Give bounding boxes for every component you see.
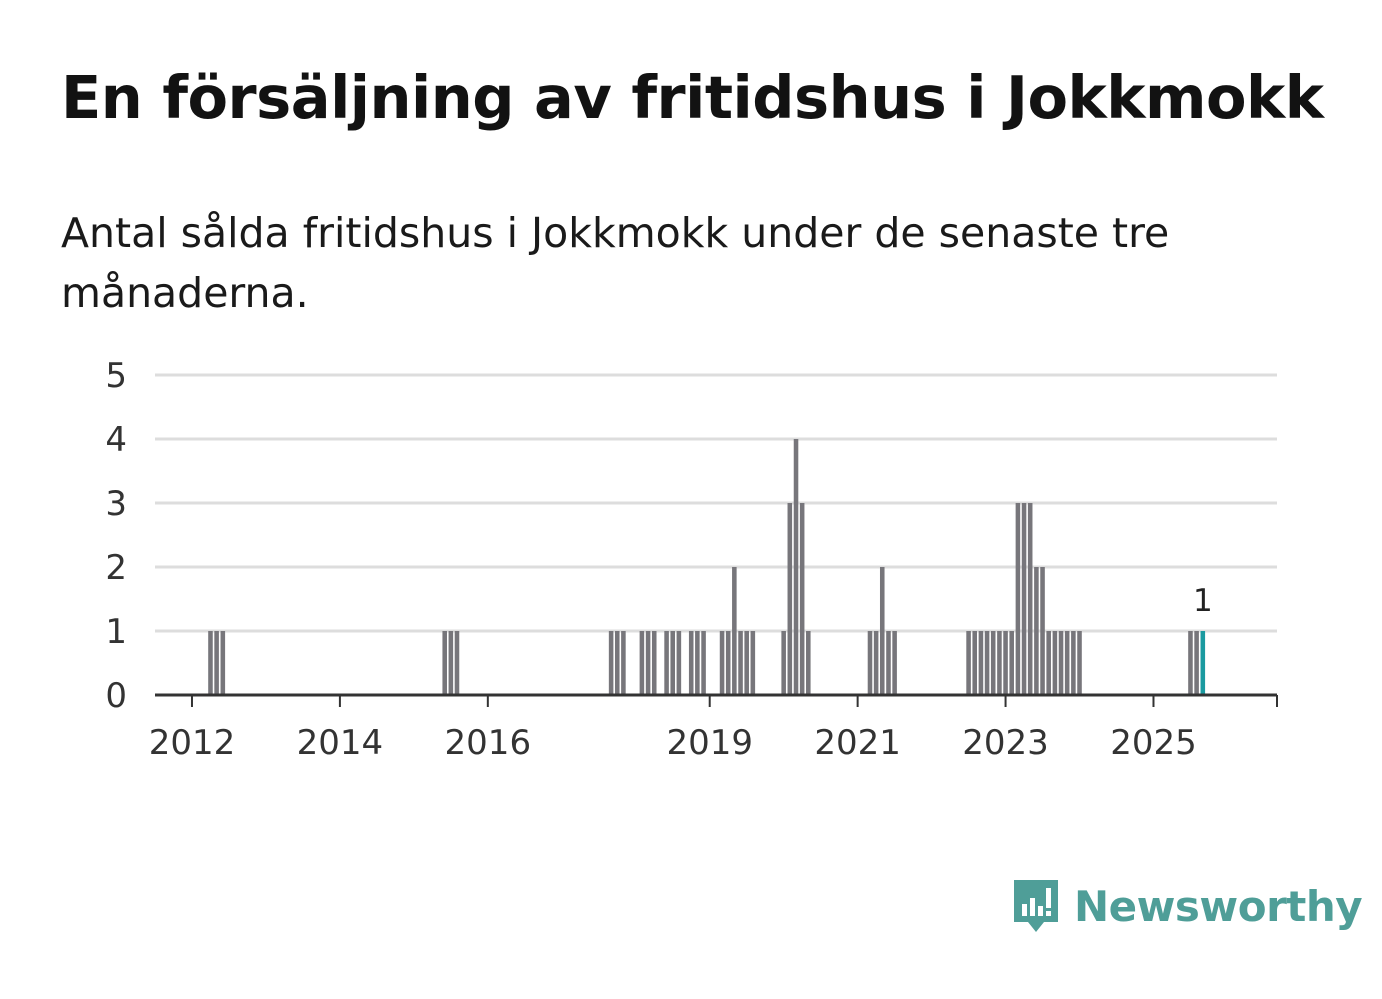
bar (972, 631, 977, 695)
bar (892, 631, 897, 695)
bar (701, 631, 706, 695)
x-tick-label: 2012 (149, 723, 236, 763)
y-tick-label: 0 (105, 676, 127, 716)
bar (793, 439, 799, 695)
bar (214, 631, 219, 695)
bar (1021, 503, 1027, 695)
bar (1188, 631, 1193, 695)
x-tick-label: 2014 (297, 723, 384, 763)
bar (744, 631, 749, 695)
chart-title: En försäljning av fritidshus i Jokkmokk (61, 63, 1324, 132)
bar (1064, 631, 1070, 695)
bar (1071, 631, 1076, 695)
y-tick-label: 5 (105, 356, 127, 396)
y-tick-label: 3 (105, 484, 127, 524)
x-tick-label: 2023 (962, 723, 1049, 763)
bar (1015, 503, 1021, 695)
newsworthy-logo-icon (1014, 880, 1058, 932)
bar (984, 631, 990, 695)
brand-logo: Newsworthy (1010, 876, 1363, 936)
bar (688, 631, 694, 695)
bar (719, 631, 725, 695)
bar (645, 631, 651, 695)
bar (448, 631, 454, 695)
y-tick-label: 2 (105, 548, 127, 588)
bar (1077, 631, 1082, 695)
bars (208, 439, 1206, 695)
x-tick-label: 2021 (814, 723, 901, 763)
bar (738, 631, 743, 695)
bar (886, 631, 891, 695)
bar (990, 631, 996, 695)
bar (867, 631, 873, 695)
bar (208, 631, 213, 695)
bar (966, 631, 971, 695)
bar (454, 631, 460, 695)
data-label: 1 (1193, 583, 1213, 619)
bar (879, 567, 885, 695)
bar (1040, 567, 1045, 695)
y-tick-label: 1 (105, 612, 127, 652)
bar (732, 567, 737, 695)
bar (621, 631, 626, 695)
bar-highlight (1200, 631, 1206, 695)
bar (614, 631, 620, 695)
x-tick-label: 2016 (445, 723, 532, 763)
bar (873, 631, 879, 695)
bar (1034, 567, 1039, 695)
brand-name: Newsworthy (1074, 881, 1363, 931)
x-tick-label: 2019 (666, 723, 753, 763)
y-tick-label: 4 (105, 420, 127, 460)
bar (750, 631, 756, 695)
bar (1003, 631, 1008, 695)
bar (806, 631, 811, 695)
bar (799, 503, 805, 695)
bar (978, 631, 984, 695)
bar (781, 631, 786, 695)
gridlines (155, 373, 1277, 633)
bar (664, 631, 669, 695)
bar (676, 631, 682, 695)
bar (1052, 631, 1058, 695)
bar (695, 631, 700, 695)
bar (1058, 631, 1064, 695)
bar (639, 631, 645, 695)
bar (725, 631, 731, 695)
bar (997, 631, 1002, 695)
bar (1046, 631, 1051, 695)
bar (220, 631, 226, 695)
bar (442, 631, 447, 695)
bar (670, 631, 676, 695)
chart-subtitle: Antal sålda fritidshus i Jokkmokk under … (61, 209, 1170, 317)
axes (155, 693, 1278, 707)
x-tick-label: 2025 (1110, 723, 1197, 763)
bar (787, 503, 793, 695)
bar (1027, 503, 1033, 695)
bar (1009, 631, 1014, 695)
bar (608, 631, 614, 695)
bar (1194, 631, 1199, 695)
bar (651, 631, 657, 695)
tick-labels: 0 1 2 3 4 5 2012 2014 2016 2019 2021 2023 2025 1 (105, 356, 1212, 763)
